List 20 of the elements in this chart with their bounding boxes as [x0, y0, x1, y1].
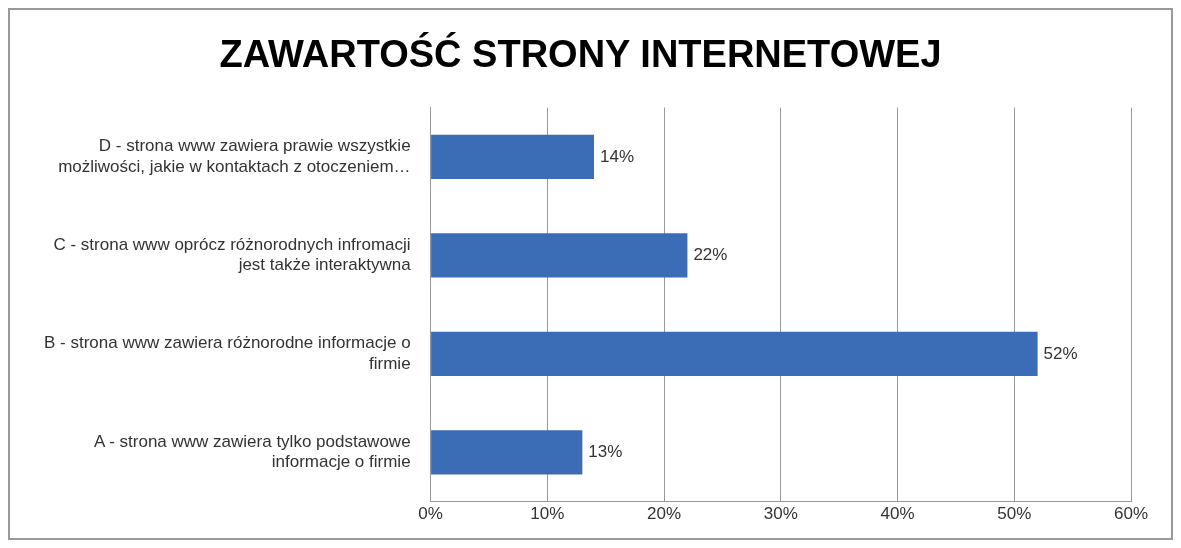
data-label: 13% [588, 442, 623, 462]
x-tick-label: 50% [997, 504, 1032, 524]
data-label: 22% [693, 245, 728, 265]
y-tick-label: A - strona www zawiera tylko podstawowe informacje o firmie [94, 431, 411, 472]
chart-title: ZAWARTOŚĆ STRONY INTERNETOWEJ [219, 32, 942, 76]
data-label: 14% [600, 146, 635, 166]
bar [431, 233, 688, 278]
x-tick-label: 60% [1113, 504, 1149, 524]
y-tick-label: B - strona www zawiera różnorodne informacje o firmie [43, 333, 411, 373]
data-label: 52% [1043, 343, 1078, 363]
bar [431, 331, 1038, 377]
x-tick-label: 10% [530, 504, 565, 524]
x-tick-label: 0% [418, 504, 443, 524]
bar [431, 430, 583, 475]
y-tick-label: C - strona www oprócz różnorodnych infromacji jest także interaktywna [53, 234, 412, 275]
x-tick-label: 40% [880, 504, 915, 524]
x-tick-label: 20% [647, 504, 682, 524]
bar [431, 134, 595, 180]
y-tick-label: D - strona www zawiera prawie wszystkie możliwości, jakie w kontaktach z otoczeniem… [58, 136, 411, 176]
x-tick-label: 30% [763, 504, 798, 524]
